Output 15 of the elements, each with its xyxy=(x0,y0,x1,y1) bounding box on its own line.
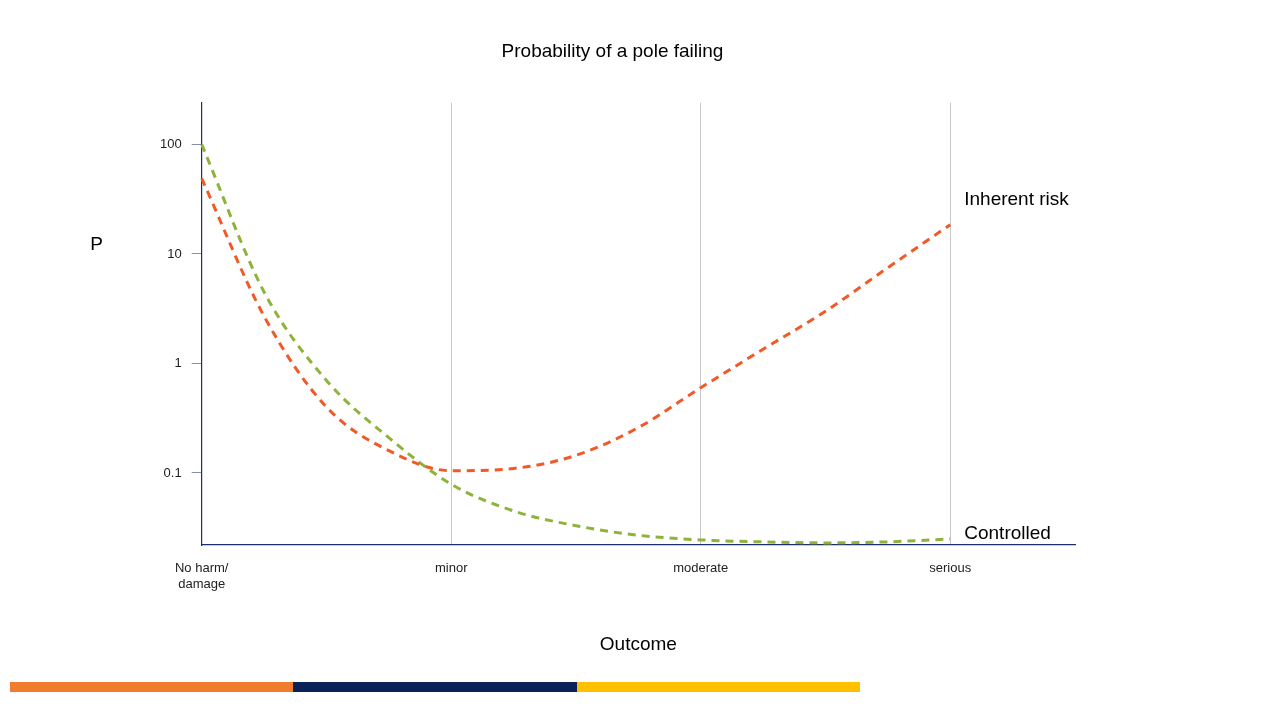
y-tick-label: 0.1 xyxy=(163,464,182,480)
line-series xyxy=(200,142,952,545)
line-series xyxy=(200,176,952,473)
x-axis-title: Outcome xyxy=(599,632,677,654)
y-axis-title: P xyxy=(90,232,104,254)
x-tick-label: No harm/ damage xyxy=(174,560,229,591)
x-tick-label: minor xyxy=(434,560,469,576)
x-tick-label: serious xyxy=(929,560,972,576)
x-tick-label: moderate xyxy=(673,560,729,576)
y-tick-label: 10 xyxy=(167,245,182,261)
y-tick-label: 100 xyxy=(159,136,182,152)
series-label: Inherent risk xyxy=(964,187,1070,209)
chart-title: Probability of a pole failing xyxy=(501,39,724,61)
series-label: Controlled xyxy=(964,522,1051,544)
y-tick-label: 1 xyxy=(174,355,182,371)
